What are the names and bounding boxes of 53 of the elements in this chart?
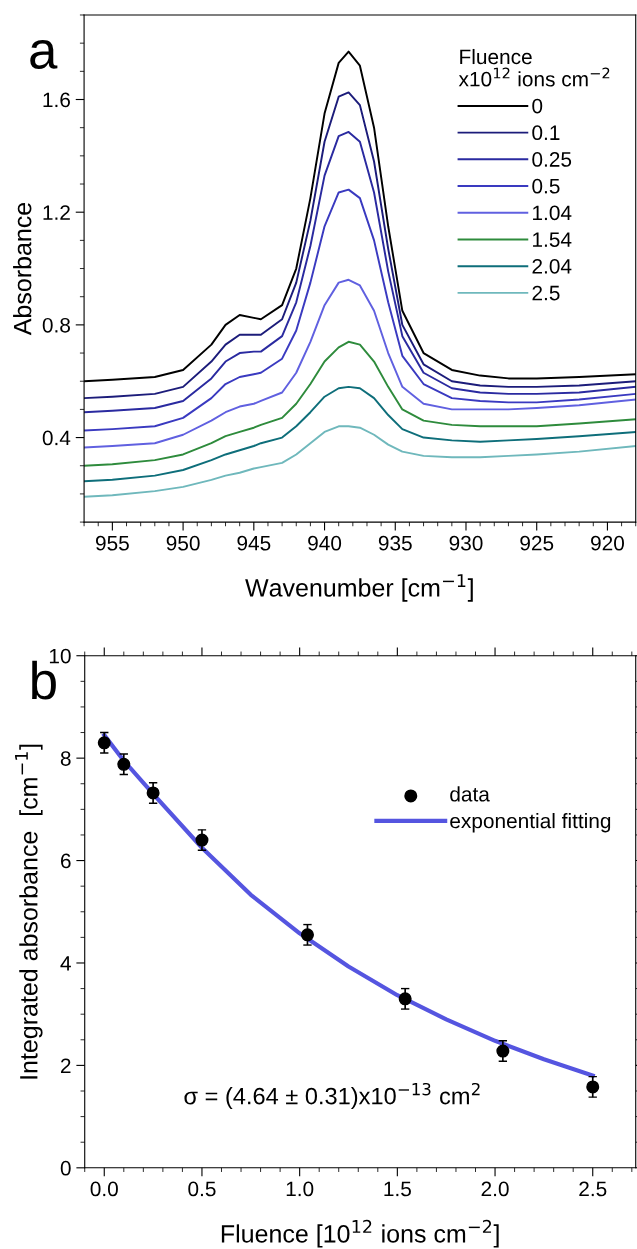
line-series [84,385,636,483]
x-tick-label: 1.5 [384,1181,411,1197]
x-axis-title: Wavenumber [cm$^{−1}$] [245,574,473,602]
point [398,992,412,1006]
line-series [84,340,636,467]
line-series [84,425,636,498]
x-tick-label: 955 [95,535,129,551]
y-tick-label: 2 [60,1058,71,1073]
y-tick-label: 0.8 [42,317,70,333]
legend-label: exponential fitting [450,813,611,833]
y-axis-title: Absorbance [13,202,32,336]
y-tick-label: 0.4 [42,430,71,446]
x-tick-label: 2.5 [579,1181,607,1197]
point [97,736,111,750]
point [117,757,131,771]
legend-label: 0.25 [532,152,572,167]
legend-label: 0.5 [532,178,560,194]
y-tick-label: 1.2 [43,205,70,220]
legend-label: data [450,786,490,802]
x-tick-label: 930 [449,535,483,551]
x-tick-label: 940 [308,535,342,551]
point [146,786,160,800]
text: a [30,40,58,69]
legend-title: Fluence x10$^{12}$ ions cm$^{−2}$ [458,48,610,87]
y-tick-label: 8 [60,751,71,766]
x-tick-label: 0.0 [90,1181,118,1197]
legend-label: 1.54 [533,232,572,247]
point [195,833,209,847]
annotation: σ = (4.64 ± 0.31)x10$^{−13}$ cm$^{2}$ [184,1082,480,1110]
point [496,1044,510,1058]
x-tick-label: 1.0 [286,1181,314,1197]
x-tick-label: 925 [520,535,554,551]
y-tick-label: 1.6 [43,92,70,108]
y-tick-label: 4 [60,956,71,971]
x-tick-label: 0.5 [188,1181,216,1197]
legend-label: 2.04 [532,258,572,274]
y-axis-title: Integrated absorbance [cm$^{−1}$] [15,744,43,1079]
x-axis-title: Fluence [10$^{12}$ ions cm$^{−2}$] [221,1219,499,1248]
x-tick-label: 935 [378,535,412,551]
x-tick-label: 920 [591,535,624,551]
legend-label: 0.1 [532,125,560,141]
x-tick-label: 2.0 [481,1181,509,1197]
point [300,928,314,942]
y-tick-label: 6 [61,853,71,869]
line-series [84,278,636,449]
x-tick-label: 945 [237,535,271,551]
line-series [84,91,636,400]
point [586,1080,600,1094]
legend-label: 1.04 [533,205,572,221]
x-tick-label: 950 [166,535,200,551]
y-tick-label: 0 [60,1160,71,1176]
legend-label: 2.5 [532,285,560,301]
legend-label: 0 [532,98,543,114]
